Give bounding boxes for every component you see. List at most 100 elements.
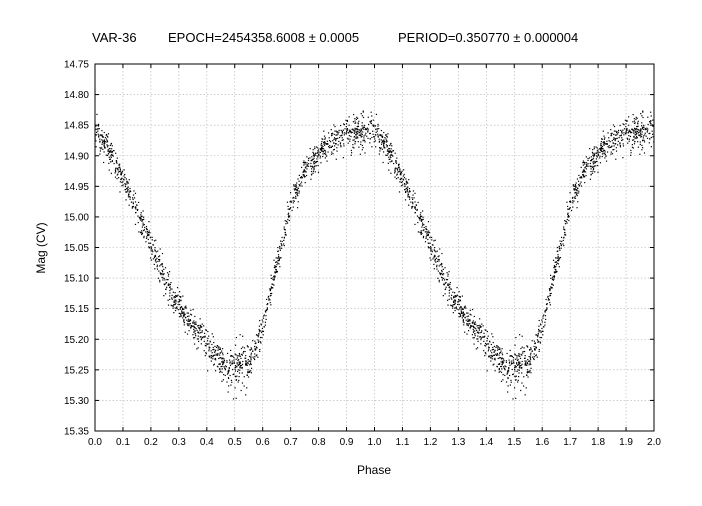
data-point: [405, 188, 407, 190]
data-point: [280, 242, 282, 245]
data-point: [567, 208, 569, 210]
data-point: [488, 348, 490, 350]
data-point: [199, 324, 201, 326]
data-point: [177, 301, 179, 303]
data-point: [529, 357, 532, 359]
data-point: [215, 353, 217, 355]
data-point: [214, 358, 216, 360]
data-point: [314, 146, 316, 148]
data-point: [614, 143, 616, 145]
data-point: [350, 132, 352, 134]
data-point: [96, 131, 98, 133]
data-point: [123, 179, 125, 181]
data-point: [173, 295, 175, 298]
data-point: [203, 332, 206, 335]
data-point: [140, 232, 142, 234]
data-point: [103, 161, 105, 164]
data-point: [479, 318, 481, 320]
data-point: [353, 129, 355, 131]
data-point: [533, 356, 535, 358]
data-point: [203, 350, 205, 352]
data-point: [173, 301, 175, 303]
data-point: [262, 317, 265, 319]
data-point: [582, 174, 584, 176]
data-point: [474, 335, 476, 337]
data-point: [498, 367, 500, 370]
data-point: [114, 168, 117, 170]
data-point: [333, 145, 336, 147]
data-point: [474, 321, 476, 323]
data-point: [581, 171, 584, 173]
data-point: [466, 320, 468, 322]
data-point: [455, 306, 457, 308]
data-point: [537, 333, 539, 335]
data-point: [407, 182, 409, 184]
data-point: [542, 330, 544, 332]
data-point: [270, 277, 272, 279]
data-point: [620, 134, 622, 136]
data-point: [562, 243, 564, 245]
data-point: [209, 355, 211, 357]
data-point: [428, 247, 430, 249]
data-point: [508, 362, 511, 364]
data-point: [229, 355, 232, 357]
data-point: [349, 129, 351, 131]
data-point: [439, 274, 442, 276]
data-point: [196, 348, 198, 350]
data-point: [236, 370, 239, 373]
data-point: [251, 348, 253, 350]
data-point: [97, 125, 100, 127]
data-point: [637, 141, 639, 143]
data-point: [591, 172, 594, 174]
x-tick-label: 1.1: [395, 437, 409, 448]
data-point: [240, 347, 243, 350]
data-point: [108, 150, 110, 152]
data-point: [469, 319, 471, 321]
data-point: [104, 146, 106, 148]
data-point: [393, 162, 395, 165]
data-point: [408, 179, 410, 181]
data-point: [595, 161, 597, 163]
data-point: [637, 120, 639, 122]
data-point: [600, 149, 602, 151]
data-point: [448, 295, 450, 297]
data-point: [514, 354, 517, 356]
data-point: [628, 116, 630, 118]
data-point: [223, 361, 225, 363]
y-tick-label: 15.30: [64, 396, 89, 407]
data-point: [336, 147, 338, 149]
data-point: [150, 247, 153, 249]
data-point: [437, 277, 439, 279]
data-point: [637, 123, 639, 125]
data-point: [614, 138, 616, 140]
data-point: [212, 364, 215, 366]
data-point: [389, 150, 391, 152]
data-point: [458, 295, 460, 298]
data-point: [193, 326, 195, 329]
data-point: [345, 132, 347, 134]
data-point: [549, 301, 551, 304]
data-point: [360, 134, 362, 136]
data-point: [101, 143, 103, 145]
data-point: [499, 357, 501, 359]
data-point: [592, 157, 595, 159]
data-point: [217, 352, 219, 355]
data-point: [114, 176, 117, 178]
data-point: [162, 273, 164, 275]
data-point: [303, 175, 305, 177]
data-point: [638, 129, 640, 131]
data-point: [439, 248, 441, 250]
data-point: [562, 239, 564, 242]
data-point: [419, 214, 421, 216]
data-point: [546, 307, 548, 309]
data-point: [136, 204, 138, 206]
data-point: [447, 284, 449, 287]
data-point: [403, 182, 406, 185]
x-tick-label: 0.2: [144, 437, 158, 448]
data-point: [157, 277, 159, 279]
data-point: [551, 283, 553, 285]
data-point: [200, 336, 202, 338]
data-point: [354, 137, 357, 139]
data-point: [313, 163, 315, 165]
data-point: [458, 298, 460, 301]
